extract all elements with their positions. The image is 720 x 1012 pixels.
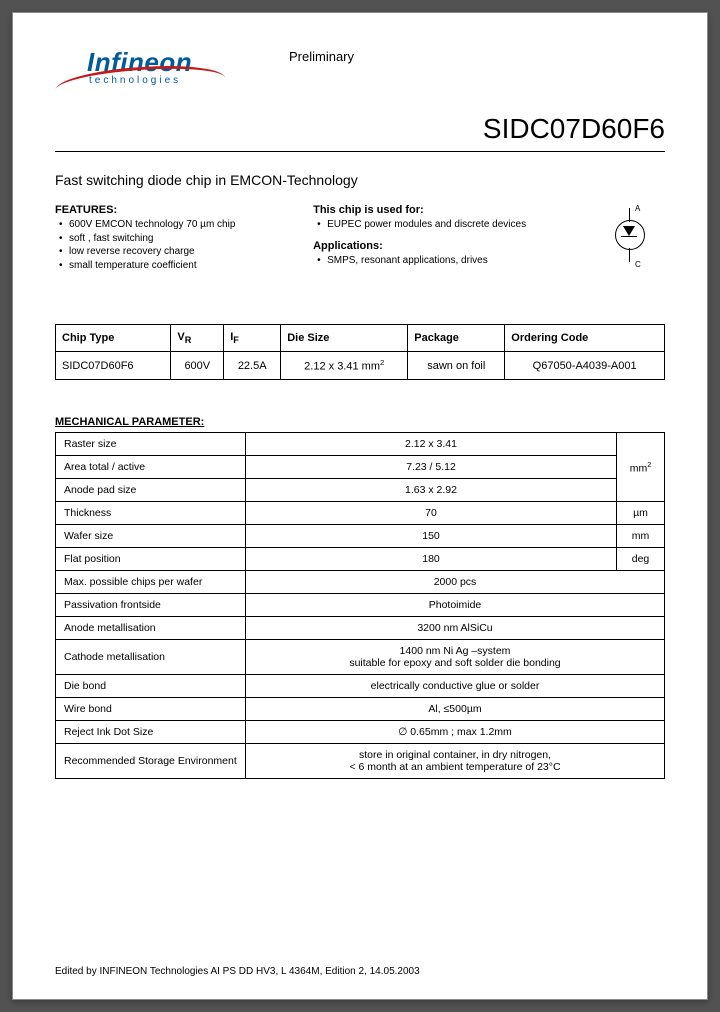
param-label: Cathode metallisation xyxy=(56,639,246,674)
col-if: IF xyxy=(224,325,281,352)
header-divider xyxy=(55,151,665,152)
param-value: 2000 pcs xyxy=(246,570,665,593)
param-value: 70 xyxy=(246,501,617,524)
param-value: Photoimide xyxy=(246,593,665,616)
param-value: 1400 nm Ni Ag –system suitable for epoxy… xyxy=(246,639,665,674)
param-label: Wafer size xyxy=(56,524,246,547)
cell-die: 2.12 x 3.41 mm2 xyxy=(281,352,408,380)
param-unit: deg xyxy=(617,547,665,570)
features-list: 600V EMCON technology 70 µm chip soft , … xyxy=(55,218,293,272)
feature-item: small temperature coefficient xyxy=(55,259,293,273)
features-col: FEATURES: 600V EMCON technology 70 µm ch… xyxy=(55,204,293,284)
param-value: 150 xyxy=(246,524,617,547)
table-row: Thickness70µm xyxy=(56,501,665,524)
applications-heading: Applications: xyxy=(313,240,575,252)
col-chip-type: Chip Type xyxy=(56,325,171,352)
applications-list: SMPS, resonant applications, drives xyxy=(313,254,575,268)
col-die-size: Die Size xyxy=(281,325,408,352)
footer-text: Edited by INFINEON Technologies AI PS DD… xyxy=(55,966,665,977)
param-unit: mm2 xyxy=(617,432,665,501)
param-label: Anode pad size xyxy=(56,478,246,501)
table-row: Anode metallisation3200 nm AlSiCu xyxy=(56,616,665,639)
info-columns: FEATURES: 600V EMCON technology 70 µm ch… xyxy=(55,204,665,284)
param-value: 7.23 / 5.12 xyxy=(246,455,617,478)
symbol-col: A C xyxy=(595,204,665,284)
table-row: Anode pad size1.63 x 2.92 xyxy=(56,478,665,501)
mechanical-table: Raster size2.12 x 3.41mm2Area total / ac… xyxy=(55,432,665,779)
logo-swoosh-icon xyxy=(54,61,225,95)
table-row: Wafer size150mm xyxy=(56,524,665,547)
header: Infineon technologies Preliminary xyxy=(55,43,665,103)
param-value: ∅ 0.65mm ; max 1.2mm xyxy=(246,720,665,743)
param-label: Flat position xyxy=(56,547,246,570)
param-value: electrically conductive glue or solder xyxy=(246,674,665,697)
table-row: Cathode metallisation1400 nm Ni Ag –syst… xyxy=(56,639,665,674)
param-value: 1.63 x 2.92 xyxy=(246,478,617,501)
param-value: 2.12 x 3.41 xyxy=(246,432,617,455)
cathode-label: C xyxy=(635,260,641,269)
infineon-logo: Infineon technologies xyxy=(55,43,235,103)
param-label: Anode metallisation xyxy=(56,616,246,639)
col-ordering-code: Ordering Code xyxy=(505,325,665,352)
col-package: Package xyxy=(408,325,505,352)
param-unit: mm xyxy=(617,524,665,547)
table-row: Max. possible chips per wafer2000 pcs xyxy=(56,570,665,593)
param-label: Recommended Storage Environment xyxy=(56,743,246,778)
cell-chip-type: SIDC07D60F6 xyxy=(56,352,171,380)
param-value: Al, ≤500µm xyxy=(246,697,665,720)
table-row: Passivation frontsidePhotoimide xyxy=(56,593,665,616)
param-value: 3200 nm AlSiCu xyxy=(246,616,665,639)
param-value: 180 xyxy=(246,547,617,570)
param-label: Raster size xyxy=(56,432,246,455)
param-label: Area total / active xyxy=(56,455,246,478)
table-row: Die bondelectrically conductive glue or … xyxy=(56,674,665,697)
table-row: Reject Ink Dot Size∅ 0.65mm ; max 1.2mm xyxy=(56,720,665,743)
datasheet-page: Infineon technologies Preliminary SIDC07… xyxy=(12,12,708,1000)
anode-label: A xyxy=(635,204,640,213)
table-row: SIDC07D60F6 600V 22.5A 2.12 x 3.41 mm2 s… xyxy=(56,352,665,380)
features-heading: FEATURES: xyxy=(55,204,293,216)
usage-col: This chip is used for: EUPEC power modul… xyxy=(313,204,575,284)
param-label: Passivation frontside xyxy=(56,593,246,616)
feature-item: low reverse recovery charge xyxy=(55,245,293,259)
mechanical-heading: MECHANICAL PARAMETER: xyxy=(55,416,665,428)
table-header-row: Chip Type VR IF Die Size Package Orderin… xyxy=(56,325,665,352)
param-label: Thickness xyxy=(56,501,246,524)
param-value: store in original container, in dry nitr… xyxy=(246,743,665,778)
cell-pkg: sawn on foil xyxy=(408,352,505,380)
preliminary-label: Preliminary xyxy=(289,49,354,64)
feature-item: soft , fast switching xyxy=(55,232,293,246)
application-item: SMPS, resonant applications, drives xyxy=(313,254,575,268)
cell-code: Q67050-A4039-A001 xyxy=(505,352,665,380)
diode-symbol-icon: A C xyxy=(605,204,655,284)
subtitle: Fast switching diode chip in EMCON-Techn… xyxy=(55,172,665,188)
cell-if: 22.5A xyxy=(224,352,281,380)
usedfor-heading: This chip is used for: xyxy=(313,204,575,216)
param-label: Wire bond xyxy=(56,697,246,720)
table-row: Recommended Storage Environmentstore in … xyxy=(56,743,665,778)
table-row: Flat position180deg xyxy=(56,547,665,570)
usedfor-list: EUPEC power modules and discrete devices xyxy=(313,218,575,232)
param-unit: µm xyxy=(617,501,665,524)
part-number: SIDC07D60F6 xyxy=(55,113,665,145)
param-label: Reject Ink Dot Size xyxy=(56,720,246,743)
param-label: Max. possible chips per wafer xyxy=(56,570,246,593)
table-row: Wire bondAl, ≤500µm xyxy=(56,697,665,720)
feature-item: 600V EMCON technology 70 µm chip xyxy=(55,218,293,232)
table-row: Area total / active7.23 / 5.12 xyxy=(56,455,665,478)
usedfor-item: EUPEC power modules and discrete devices xyxy=(313,218,575,232)
col-vr: VR xyxy=(171,325,224,352)
param-label: Die bond xyxy=(56,674,246,697)
cell-vr: 600V xyxy=(171,352,224,380)
chip-type-table: Chip Type VR IF Die Size Package Orderin… xyxy=(55,324,665,380)
table-row: Raster size2.12 x 3.41mm2 xyxy=(56,432,665,455)
